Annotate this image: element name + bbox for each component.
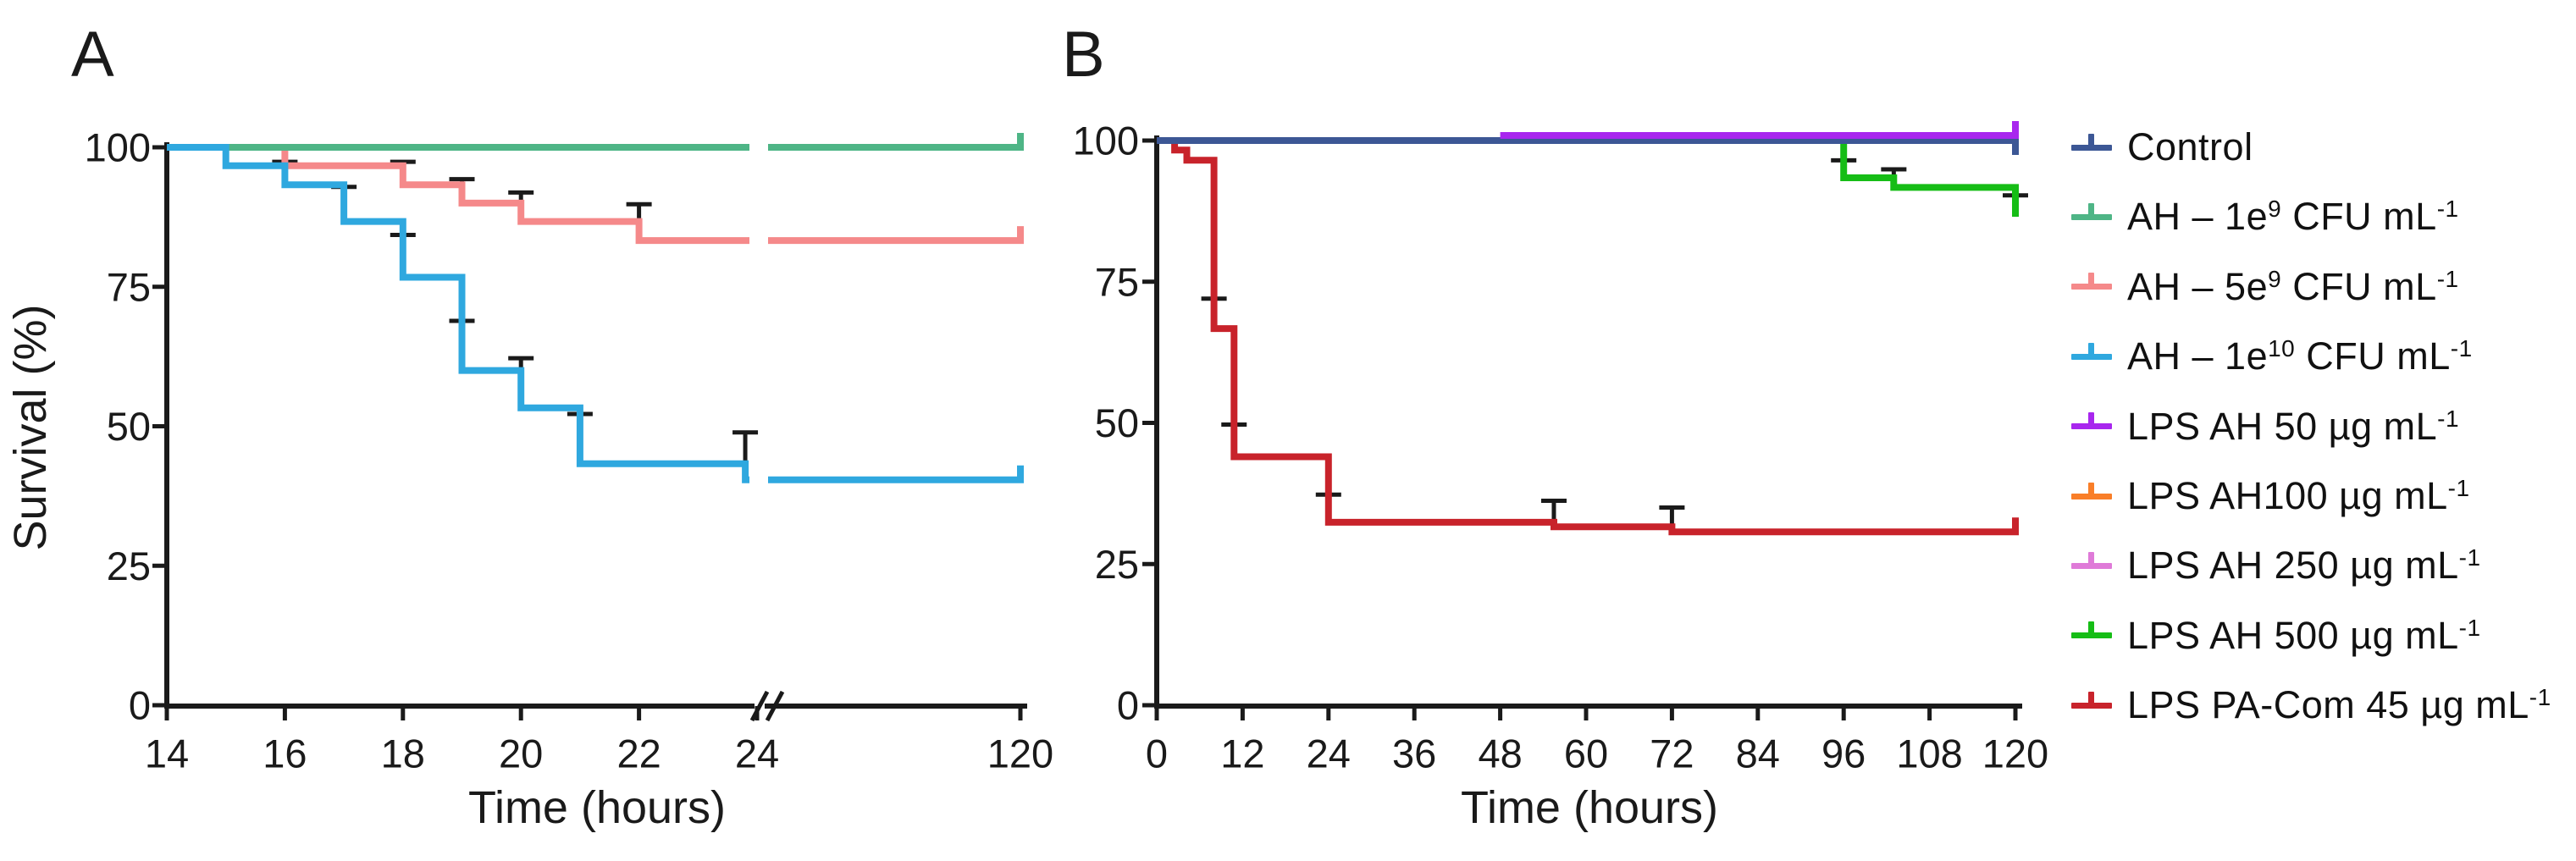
x-tick-label: 72 xyxy=(1650,731,1694,776)
legend-key-lps-pa-com-45-icon xyxy=(2071,691,2112,709)
y-tick-label: 25 xyxy=(1095,542,1139,587)
legend-key-tick xyxy=(2088,482,2094,496)
legend-item-ah-5e9: AH – 5e9 CFU mL-1 xyxy=(2071,265,2459,309)
legend-key-tick xyxy=(2088,691,2094,705)
y-tick-label: 0 xyxy=(129,683,151,728)
curve-control xyxy=(1157,137,2019,155)
legend-label: LPS AH100 µg mL-1 xyxy=(2127,474,2470,517)
y-tick-label: 100 xyxy=(85,125,151,170)
legend-key-tick xyxy=(2088,412,2094,427)
legend-label: Control xyxy=(2127,125,2253,168)
x-tick-label: 84 xyxy=(1736,731,1780,776)
x-tick-label: 60 xyxy=(1564,731,1608,776)
x-tick-label: 48 xyxy=(1478,731,1522,776)
x-tick-label: 120 xyxy=(987,731,1053,776)
x-tick-label: 108 xyxy=(1896,731,1962,776)
y-tick-label: 75 xyxy=(1095,259,1139,304)
x-tick-label: 96 xyxy=(1821,731,1866,776)
legend-key-lps-ah-250-icon xyxy=(2071,551,2112,569)
legend-item-lps-ah-50: LPS AH 50 µg mL-1 xyxy=(2071,405,2459,449)
legend-label: LPS AH 250 µg mL-1 xyxy=(2127,544,2481,588)
curve-lps-pa-com-45-g-ml-1 xyxy=(1157,137,2019,536)
legend-key-ah-5e9-icon xyxy=(2071,273,2112,290)
legend-label: AH – 5e9 CFU mL-1 xyxy=(2127,264,2459,308)
legend-key-lps-ah-50-icon xyxy=(2071,412,2112,430)
legend-key-lps-ah-100-icon xyxy=(2071,482,2112,499)
curve-ah-1e9-cfu-ml-1 xyxy=(167,133,1024,151)
y-tick-label: 25 xyxy=(107,544,151,588)
legend-key-tick xyxy=(2088,202,2094,217)
legend-item-lps-ah-250: LPS AH 250 µg mL-1 xyxy=(2071,544,2481,588)
y-tick-label: 75 xyxy=(107,264,151,309)
legend-key-tick xyxy=(2088,342,2094,356)
x-tick-label: 24 xyxy=(735,731,779,776)
legend-label: LPS AH 500 µg mL-1 xyxy=(2127,613,2481,657)
x-tick-label: 22 xyxy=(616,731,661,776)
axis-break-mark xyxy=(749,690,770,722)
legend-key-ah-1e9-icon xyxy=(2071,202,2112,220)
legend-label: AH – 1e10 CFU mL-1 xyxy=(2127,334,2473,378)
legend-item-ah-1e9: AH – 1e9 CFU mL-1 xyxy=(2071,195,2459,239)
panel-a: 0 25 50 75 100 14 16 18 20 22 24 120 Time (hours) Sur… xyxy=(5,19,1053,833)
x-axis-title: Time (hours) xyxy=(1461,782,1718,833)
curve-ah-1e10-cfu-ml-1 xyxy=(167,144,1024,483)
panel-letter-a: A xyxy=(71,19,114,91)
y-tick-label: 100 xyxy=(1073,119,1139,163)
x-axis-title: Time (hours) xyxy=(468,782,726,833)
legend-item-lps-pa-com-45: LPS PA-Com 45 µg mL-1 xyxy=(2071,683,2551,727)
y-tick-label: 50 xyxy=(1095,400,1139,445)
legend-key-tick xyxy=(2088,551,2094,566)
x-tick-label: 12 xyxy=(1220,731,1264,776)
legend-item-ah-1e10: AH – 1e10 CFU mL-1 xyxy=(2071,334,2473,378)
legend-key-control-icon xyxy=(2071,133,2112,151)
curve-lps-ah-50-g-ml-1 xyxy=(1500,121,2019,139)
legend-item-lps-ah-100: LPS AH100 µg mL-1 xyxy=(2071,474,2470,518)
legend-label: LPS AH 50 µg mL-1 xyxy=(2127,404,2460,448)
legend-key-lps-ah-500-icon xyxy=(2071,621,2112,639)
panel-letter-b: B xyxy=(1062,19,1105,91)
x-tick-label: 36 xyxy=(1392,731,1436,776)
x-tick-label: 14 xyxy=(145,731,189,776)
y-axis-title: Survival (%) xyxy=(5,304,56,550)
y-tick-label: 50 xyxy=(107,404,151,449)
x-tick-label: 16 xyxy=(263,731,307,776)
panel-b: 0 25 50 75 100 0 12 24 36 48 60 72 84 96 108 120 Time (h… xyxy=(1062,19,2048,833)
legend-item-lps-ah-500: LPS AH 500 µg mL-1 xyxy=(2071,614,2481,658)
y-tick-label: 0 xyxy=(1117,683,1139,728)
x-tick-label: 18 xyxy=(381,731,425,776)
legend-key-tick xyxy=(2088,273,2094,287)
x-tick-label: 24 xyxy=(1307,731,1351,776)
legend-item-control: Control xyxy=(2071,125,2253,169)
x-tick-label: 20 xyxy=(499,731,543,776)
legend-label: LPS PA-Com 45 µg mL-1 xyxy=(2127,683,2551,727)
legend-key-tick xyxy=(2088,621,2094,636)
legend-key-tick xyxy=(2088,133,2094,147)
x-tick-label: 120 xyxy=(1982,731,2048,776)
legend-label: AH – 1e9 CFU mL-1 xyxy=(2127,195,2459,239)
x-tick-label: 0 xyxy=(1146,731,1168,776)
axis-break-mark xyxy=(765,690,785,722)
legend-key-ah-1e10-icon xyxy=(2071,342,2112,360)
